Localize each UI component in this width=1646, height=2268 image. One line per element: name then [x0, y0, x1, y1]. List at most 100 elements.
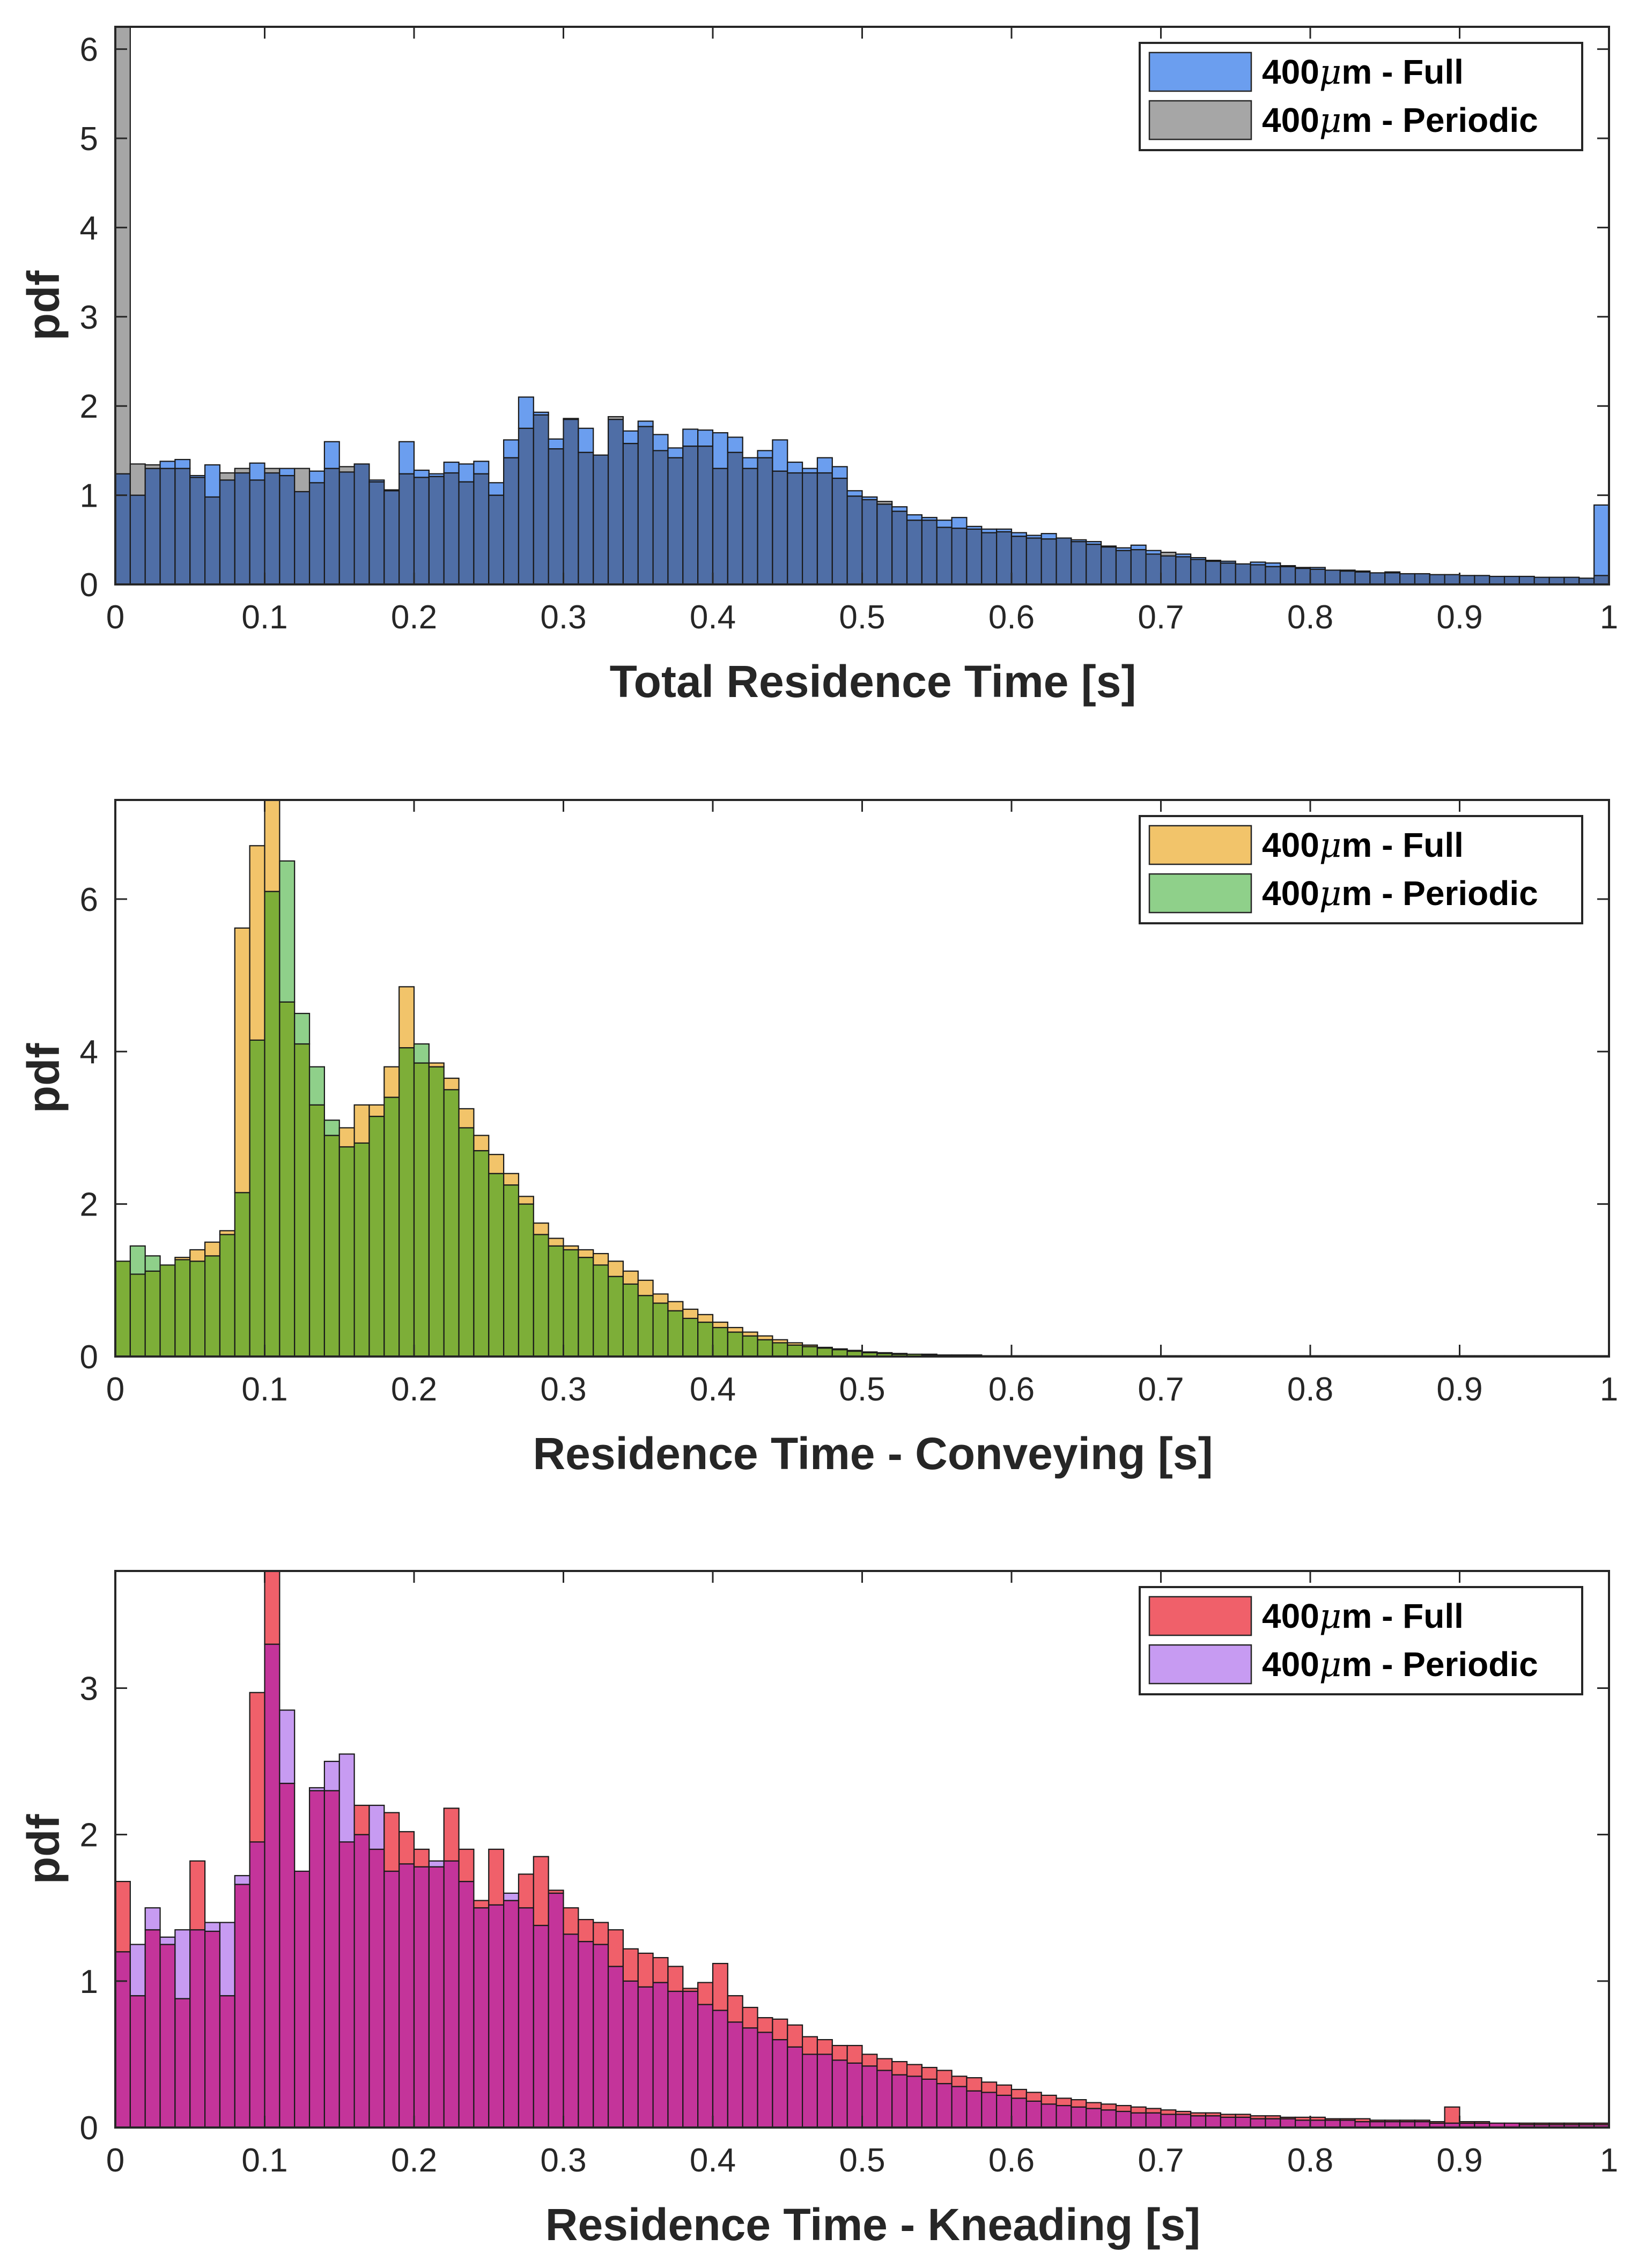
- bar-series-1: [1055, 2097, 1072, 2107]
- bar-overlap: [1369, 572, 1386, 584]
- bar-overlap: [816, 2054, 833, 2128]
- bar-series-2: [413, 1043, 430, 1064]
- bar-series-1: [1563, 2122, 1580, 2125]
- bar-series-1: [966, 2077, 983, 2092]
- bar-series-2: [174, 1929, 191, 1999]
- bar-overlap: [1235, 2116, 1251, 2128]
- bar-overlap: [787, 2046, 803, 2128]
- bar-overlap: [981, 532, 998, 584]
- bar-series-1: [353, 1104, 370, 1144]
- x-tick-label: 0.5: [839, 599, 885, 636]
- bar-overlap: [936, 527, 953, 584]
- bar-overlap: [353, 1142, 370, 1357]
- bar-overlap: [368, 481, 385, 584]
- bar-overlap: [115, 1261, 131, 1357]
- bar-overlap: [308, 1104, 325, 1357]
- bar-series-1: [1071, 539, 1087, 543]
- bar-series-2: [323, 1761, 340, 1791]
- bar-series-2: [308, 1787, 325, 1791]
- bar-series-2: [323, 1120, 340, 1136]
- bar-series-1: [533, 1856, 549, 1926]
- x-tick-label: 0: [106, 1371, 124, 1408]
- bar-overlap: [1055, 2104, 1072, 2128]
- bar-overlap: [1130, 2112, 1147, 2128]
- bar-overlap: [667, 457, 684, 584]
- bar-overlap: [503, 457, 520, 584]
- bar-overlap: [1265, 566, 1281, 584]
- bar-series-1: [503, 439, 520, 458]
- bar-series-1: [861, 496, 878, 501]
- bar-series-2: [129, 1944, 146, 1997]
- bar-series-1: [846, 490, 863, 497]
- bar-overlap: [219, 479, 235, 584]
- bar-overlap: [1384, 572, 1401, 584]
- bar-series-1: [353, 1804, 370, 1835]
- bar-series-1: [697, 1314, 714, 1323]
- x-tick-label: 0.9: [1436, 2142, 1482, 2179]
- bar-overlap: [1459, 575, 1475, 584]
- x-tick-label: 1: [1600, 599, 1618, 636]
- bar-overlap: [682, 445, 699, 584]
- bar-series-1: [159, 461, 176, 469]
- bar-overlap: [189, 1929, 206, 2128]
- x-tick-label: 0.7: [1138, 599, 1184, 636]
- bar-series-1: [1354, 570, 1371, 573]
- bar-overlap: [1429, 574, 1445, 584]
- y-tick-label: 2: [80, 1187, 98, 1224]
- bar-overlap: [1205, 560, 1222, 584]
- legend-label-1: 400μm - Full: [1262, 1597, 1464, 1636]
- bar-overlap: [742, 2027, 758, 2128]
- bar-series-1: [712, 1321, 728, 1329]
- bar-series-1: [473, 1135, 490, 1152]
- bar-overlap: [323, 1790, 340, 2128]
- x-tick-label: 0: [106, 2142, 124, 2179]
- bar-overlap: [816, 472, 833, 584]
- bar-overlap: [921, 2078, 938, 2128]
- bar-series-1: [801, 1344, 818, 1347]
- bar-series-1: [593, 1922, 609, 1945]
- y-tick-label: 0: [80, 2110, 98, 2147]
- bar-overlap: [996, 2094, 1013, 2128]
- bar-series-1: [1518, 2122, 1535, 2125]
- bar-series-1: [1280, 565, 1296, 567]
- bar-overlap: [1489, 575, 1505, 584]
- x-tick-label: 0.8: [1287, 2142, 1333, 2179]
- bar-series-1: [189, 1249, 206, 1262]
- bar-series-1: [637, 1279, 654, 1296]
- y-tick-label: 0: [80, 1339, 98, 1376]
- bar-series-1: [1309, 567, 1326, 570]
- bar-overlap: [1115, 2110, 1132, 2128]
- bar-overlap: [129, 1273, 146, 1357]
- bar-series-1: [488, 1848, 505, 1906]
- bar-series-1: [563, 1907, 579, 1935]
- bar-overlap: [1160, 555, 1177, 584]
- bar-overlap: [1474, 575, 1490, 584]
- bar-overlap: [1086, 544, 1102, 584]
- bar-overlap: [772, 2039, 788, 2128]
- bar-overlap: [443, 1860, 460, 2128]
- bar-series-1: [921, 1353, 938, 1356]
- bar-series-1: [1384, 2119, 1401, 2123]
- x-tick-label: 0.5: [839, 1371, 885, 1408]
- bar-series-1: [787, 2024, 803, 2048]
- bar-series-1: [1295, 2116, 1311, 2121]
- bar-series-2: [1160, 551, 1177, 557]
- bar-overlap: [1339, 2119, 1356, 2128]
- bar-series-1: [667, 1301, 684, 1311]
- bar-series-1: [1145, 2108, 1162, 2114]
- bar-overlap: [1220, 562, 1236, 584]
- bar-series-1: [951, 517, 968, 529]
- bar-series-1: [563, 1245, 579, 1251]
- bar-overlap: [1309, 2119, 1326, 2128]
- y-axis-label: pdf: [18, 270, 69, 341]
- bar-series-1: [338, 1127, 355, 1148]
- bar-series-1: [1265, 2115, 1281, 2119]
- x-tick-label: 0.2: [391, 1371, 437, 1408]
- bar-overlap: [876, 2070, 893, 2128]
- bar-overlap: [578, 1940, 594, 2128]
- x-tick-label: 0.6: [988, 2142, 1035, 2179]
- bar-overlap: [129, 1995, 146, 2128]
- bar-series-1: [622, 1270, 639, 1285]
- bar-series-1: [443, 461, 460, 474]
- bar-overlap: [1354, 571, 1371, 584]
